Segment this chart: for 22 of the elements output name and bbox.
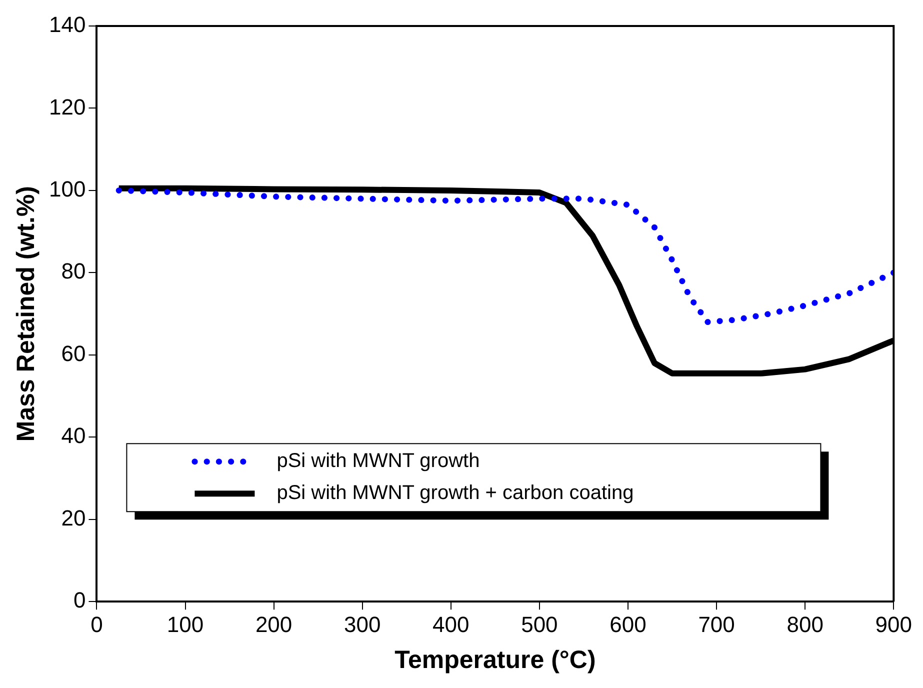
y-tick-label: 100: [48, 176, 86, 202]
x-tick-label: 400: [432, 612, 470, 637]
x-tick-label: 900: [875, 612, 912, 637]
x-tick-label: 300: [344, 612, 381, 637]
x-tick-label: 500: [521, 612, 558, 637]
x-tick-label: 0: [90, 612, 103, 637]
x-tick-label: 600: [610, 612, 646, 637]
y-tick-label: 120: [48, 94, 86, 120]
x-tick-label: 700: [698, 612, 735, 637]
y-tick-label: 20: [61, 505, 86, 530]
x-tick-label: 800: [786, 612, 824, 637]
y-axis-title: Mass Retained (wt.%): [12, 186, 40, 442]
y-tick-label: 40: [61, 423, 86, 448]
legend-label: pSi with MWNT growth: [276, 450, 480, 472]
y-tick-label: 140: [48, 12, 86, 38]
x-tick-label: 100: [166, 612, 204, 637]
legend-label: pSi with MWNT growth + carbon coating: [276, 482, 634, 504]
x-tick-label: 200: [255, 612, 292, 637]
y-tick-label: 0: [73, 588, 86, 613]
x-axis-title: Temperature (°C): [394, 646, 596, 674]
y-tick-label: 80: [61, 258, 86, 284]
y-tick-label: 60: [61, 340, 86, 366]
